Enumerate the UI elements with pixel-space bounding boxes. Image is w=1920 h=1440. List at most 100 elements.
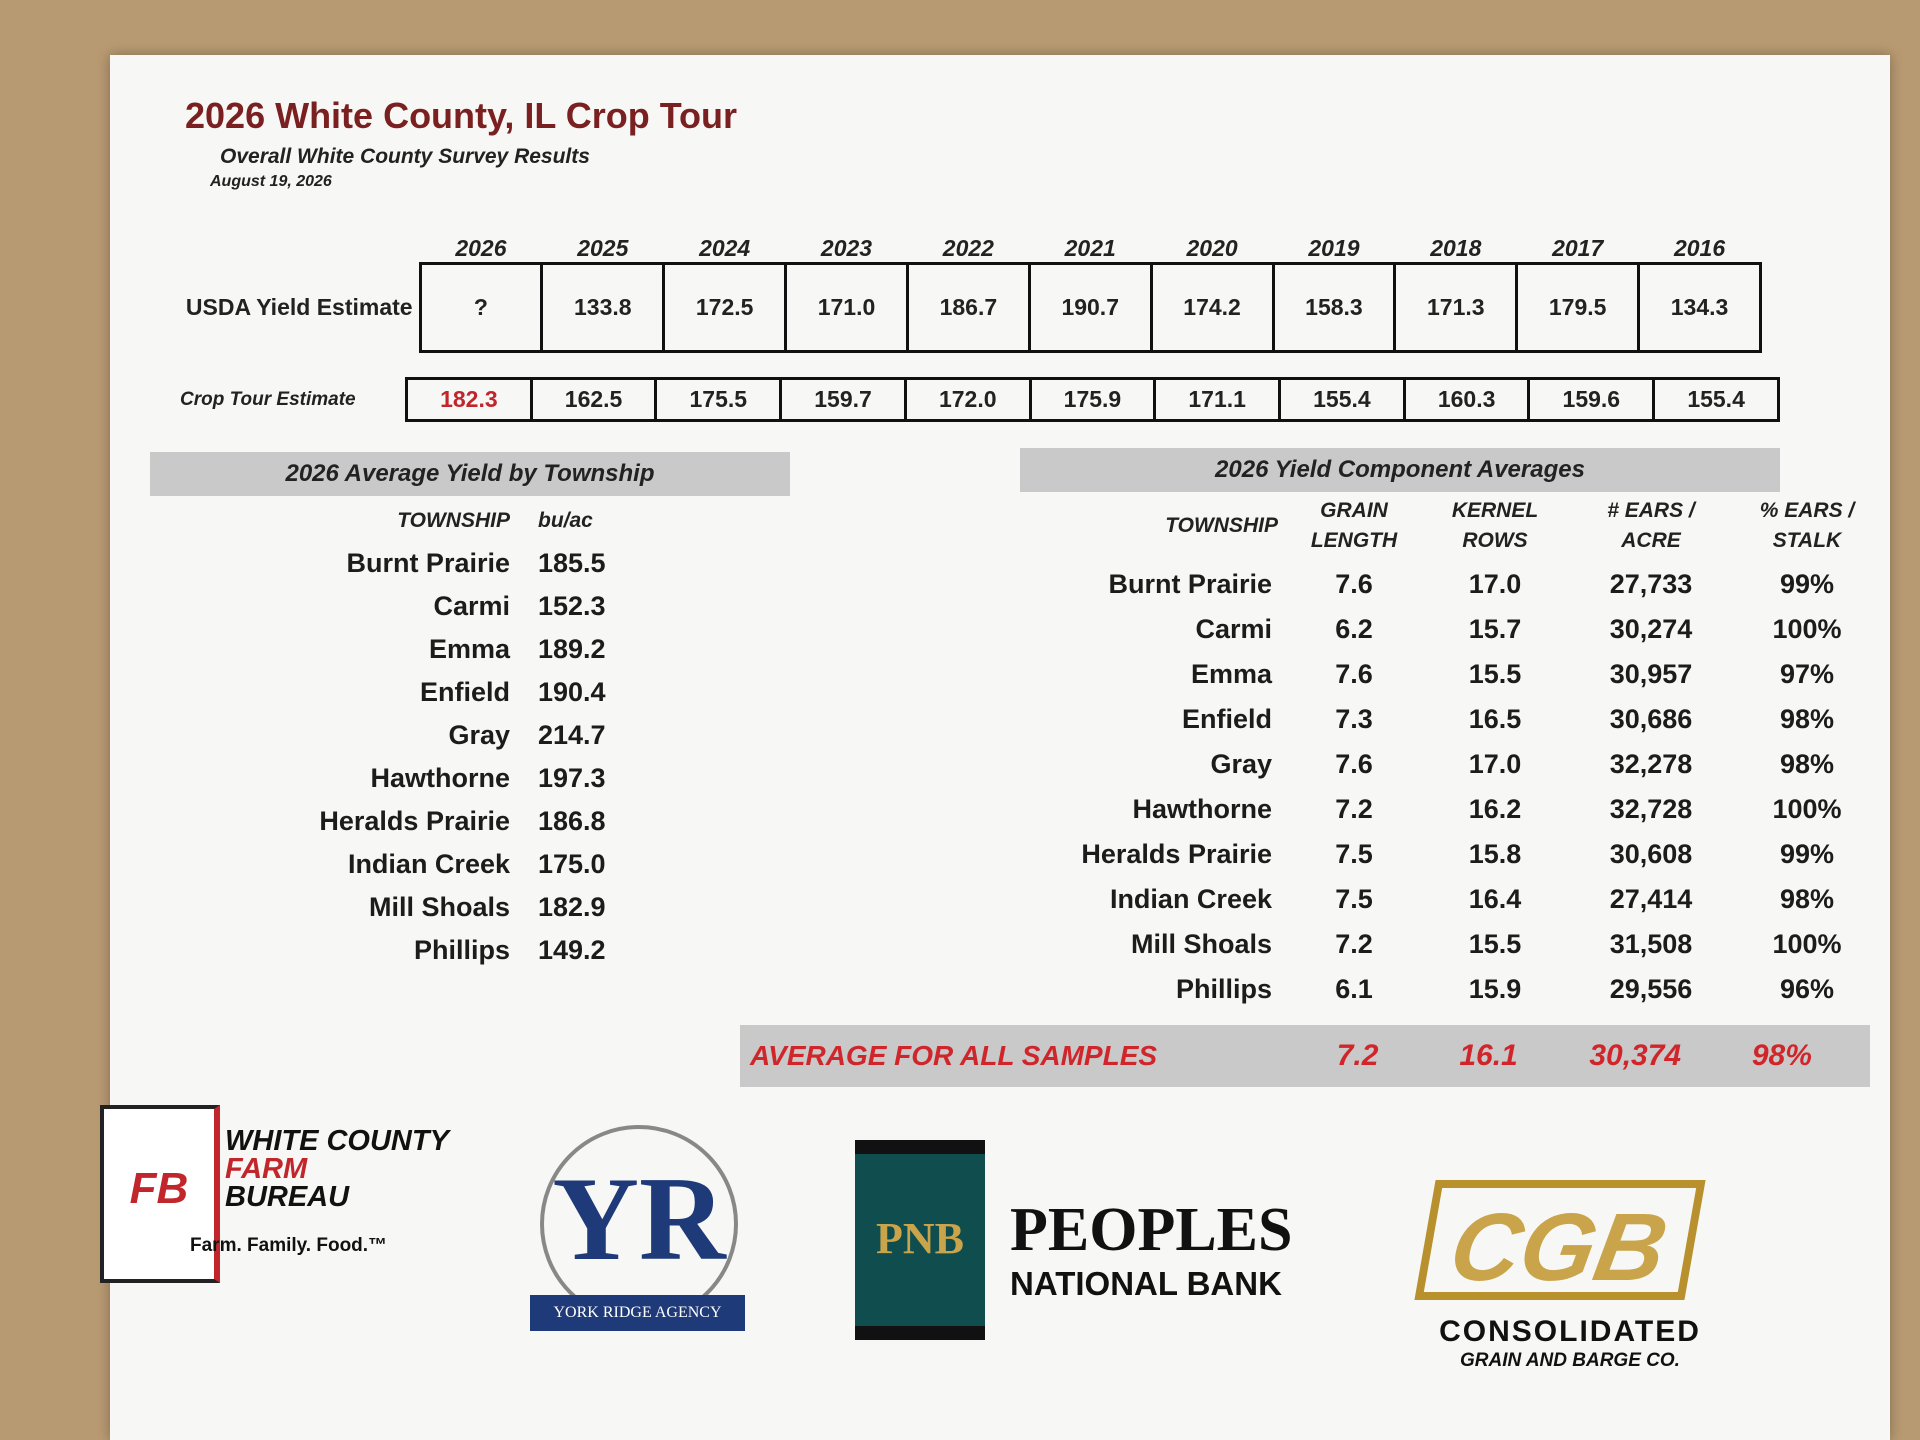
- component-value: 30,957: [1609, 659, 1693, 689]
- column-header: # EARS / ACRE: [1607, 499, 1695, 552]
- component-row: Enfield 7.3 16.5 30,686 98%: [1040, 697, 1880, 742]
- header-row: TOWNSHIP GRAIN LENGTH KERNEL ROWS # EARS / …: [1040, 490, 1880, 562]
- township-name: Indian Creek: [1109, 884, 1272, 914]
- component-value: 15.8: [1468, 839, 1522, 869]
- component-row: Carmi 6.2 15.7 30,274 100%: [1040, 607, 1880, 652]
- component-row: Burnt Prairie 7.6 17.0 27,733 99%: [1040, 562, 1880, 607]
- section-title: 2026 Yield Component Averages: [1020, 448, 1780, 492]
- usda-value: 172.5: [662, 262, 788, 353]
- component-value: 100%: [1772, 794, 1842, 824]
- township-row: Indian Creek 175.0: [280, 843, 650, 886]
- year: 2017: [1552, 235, 1604, 261]
- logo-mark: YR: [540, 1125, 738, 1323]
- component-row: Indian Creek 7.5 16.4 27,414 98%: [1040, 877, 1880, 922]
- yield-value: 197.3: [538, 763, 606, 793]
- component-row: Gray 7.6 17.0 32,278 98%: [1040, 742, 1880, 787]
- crop-tour-value: 160.3: [1402, 377, 1531, 422]
- crop-tour-value: 171.1: [1153, 377, 1282, 422]
- component-value: 100%: [1772, 929, 1842, 959]
- component-value: 15.5: [1468, 659, 1522, 689]
- logo-text: GRAIN AND BARGE CO.: [1460, 1350, 1680, 1371]
- crop-tour-value: 159.7: [779, 377, 907, 422]
- component-row: Emma 7.6 15.5 30,957 97%: [1040, 652, 1880, 697]
- row-label: Crop Tour Estimate: [180, 388, 356, 410]
- cgb-logo: CGB CONSOLIDATED GRAIN AND BARGE CO.: [1385, 1180, 1765, 1380]
- usda-value: 186.7: [905, 262, 1031, 353]
- township-name: Phillips: [1175, 974, 1272, 1004]
- date: August 19, 2026: [210, 173, 332, 190]
- year: 2019: [1308, 235, 1360, 261]
- column-header: % EARS / STALK: [1759, 499, 1855, 552]
- yield-value: 214.7: [538, 720, 606, 750]
- township-name: Gray: [1210, 749, 1272, 779]
- township-name: Enfield: [419, 677, 510, 707]
- component-value: 7.6: [1335, 659, 1373, 689]
- year: 2026: [455, 235, 507, 261]
- township-name: Enfield: [1181, 704, 1272, 734]
- logo-mark: FB: [100, 1105, 220, 1283]
- township-row: Enfield 190.4: [280, 671, 650, 714]
- component-value: 7.2: [1335, 929, 1373, 959]
- column-header: TOWNSHIP: [1165, 514, 1278, 537]
- township-name: Emma: [1190, 659, 1272, 689]
- township-name: Emma: [428, 634, 510, 664]
- component-value: 99%: [1779, 569, 1835, 599]
- township-row: Hawthorne 197.3: [280, 757, 650, 800]
- component-value: 7.2: [1335, 794, 1373, 824]
- township-name: Hawthorne: [1132, 794, 1272, 824]
- average-value: 7.2: [1336, 1039, 1379, 1072]
- component-value: 6.1: [1335, 974, 1373, 1004]
- township-row: Emma 189.2: [280, 628, 650, 671]
- component-value: 6.2: [1335, 614, 1373, 644]
- logo-text: YORK RIDGE AGENCY: [530, 1295, 745, 1331]
- usda-value: 158.3: [1271, 262, 1397, 353]
- crop-tour-row: Crop Tour Estimate 182.3 162.5 175.5 159.7 17…: [180, 377, 1780, 422]
- year: 2020: [1186, 235, 1238, 261]
- component-value: 17.0: [1468, 569, 1522, 599]
- logo-text: CONSOLIDATED: [1439, 1315, 1701, 1348]
- usda-value: 179.5: [1515, 262, 1641, 353]
- logo-mark: PNB: [855, 1140, 985, 1340]
- township-name: Heralds Prairie: [1081, 839, 1272, 869]
- township-row: Heralds Prairie 186.8: [280, 800, 650, 843]
- row-label: USDA Yield Estimate: [185, 294, 413, 320]
- logo-tagline: Farm. Family. Food.™: [190, 1235, 388, 1256]
- township-name: Carmi: [1195, 614, 1272, 644]
- logo-text: WHITE COUNTY: [225, 1125, 449, 1157]
- township-name: Carmi: [433, 591, 510, 621]
- average-value: 98%: [1751, 1039, 1812, 1072]
- year: 2021: [1064, 235, 1116, 261]
- logo-text: BUREAU: [225, 1181, 350, 1213]
- component-value: 16.2: [1468, 794, 1522, 824]
- title: 2026 White County, IL Crop Tour: [185, 95, 738, 136]
- crop-tour-value: 162.5: [529, 377, 658, 422]
- component-value: 16.4: [1468, 884, 1522, 914]
- township-name: Indian Creek: [347, 849, 510, 879]
- peoples-bank-logo: PNB PEOPLES NATIONAL BANK: [855, 1140, 1355, 1340]
- component-value: 30,608: [1609, 839, 1693, 869]
- component-value: 30,686: [1609, 704, 1693, 734]
- year: 2016: [1673, 235, 1726, 261]
- logo-text: PEOPLES: [1010, 1196, 1293, 1264]
- year: 2018: [1430, 235, 1482, 261]
- component-value: 31,508: [1609, 929, 1693, 959]
- component-value: 17.0: [1468, 749, 1522, 779]
- township-name: Heralds Prairie: [319, 806, 510, 836]
- component-value: 7.6: [1335, 749, 1373, 779]
- yield-value: 186.8: [538, 806, 606, 836]
- component-value: 15.9: [1468, 974, 1522, 1004]
- component-value: 7.3: [1335, 704, 1373, 734]
- logo-text: NATIONAL BANK: [1010, 1265, 1282, 1302]
- column-header: TOWNSHIP: [397, 509, 510, 532]
- component-value: 99%: [1779, 839, 1835, 869]
- component-value: 7.5: [1335, 839, 1373, 869]
- crop-tour-value: 159.6: [1527, 377, 1656, 422]
- average-value: 30,374: [1589, 1039, 1682, 1072]
- component-value: 98%: [1779, 704, 1835, 734]
- crop-tour-table: Crop Tour Estimate 182.3 162.5 175.5 159.7 17…: [180, 377, 1780, 422]
- column-header: bu/ac: [538, 509, 593, 532]
- average-band: [740, 1025, 1870, 1087]
- crop-tour-value: 155.4: [1652, 377, 1780, 422]
